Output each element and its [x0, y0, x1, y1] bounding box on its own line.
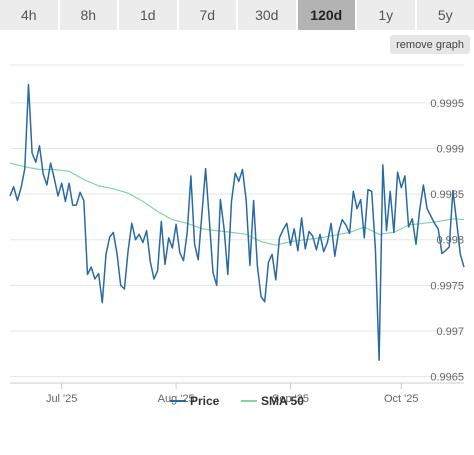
y-tick-label: 0.999 [436, 144, 464, 156]
tab-5y[interactable]: 5y [416, 0, 474, 30]
series-line-sma-50 [9, 162, 465, 246]
tab-1d[interactable]: 1d [119, 0, 177, 30]
x-tick-label: Oct '25 [384, 393, 419, 405]
grid-lines [10, 64, 464, 378]
x-tick-label: Sep '25 [272, 393, 309, 405]
legend-price-label[interactable]: Price [190, 394, 220, 408]
tab-4h[interactable]: 4h [0, 0, 58, 30]
series-lines [9, 83, 465, 361]
y-tick-label: 0.9995 [430, 98, 464, 110]
tab-8h[interactable]: 8h [59, 0, 117, 30]
timeframe-tabs: 4h 8h 1d 7d 30d 120d 1y 5y [0, 0, 474, 30]
x-axis: Jul '25 Aug '25 Sep '25 Oct '25 [10, 382, 464, 405]
tab-30d[interactable]: 30d [238, 0, 296, 30]
x-tick-label: Jul '25 [46, 393, 77, 405]
y-tick-label: 0.9965 [430, 372, 464, 384]
series-line-price [9, 83, 465, 361]
tab-1y[interactable]: 1y [357, 0, 415, 30]
legend-sma-50-label[interactable]: SMA 50 [261, 394, 304, 408]
y-tick-label: 0.997 [436, 326, 464, 338]
y-tick-label: 0.9985 [430, 189, 464, 201]
legend: Price SMA 50 [170, 394, 304, 408]
remove-graph-button[interactable]: remove graph [390, 35, 470, 54]
tab-7d[interactable]: 7d [178, 0, 236, 30]
tab-120d[interactable]: 120d [297, 0, 355, 30]
y-tick-label: 0.9975 [430, 280, 464, 292]
